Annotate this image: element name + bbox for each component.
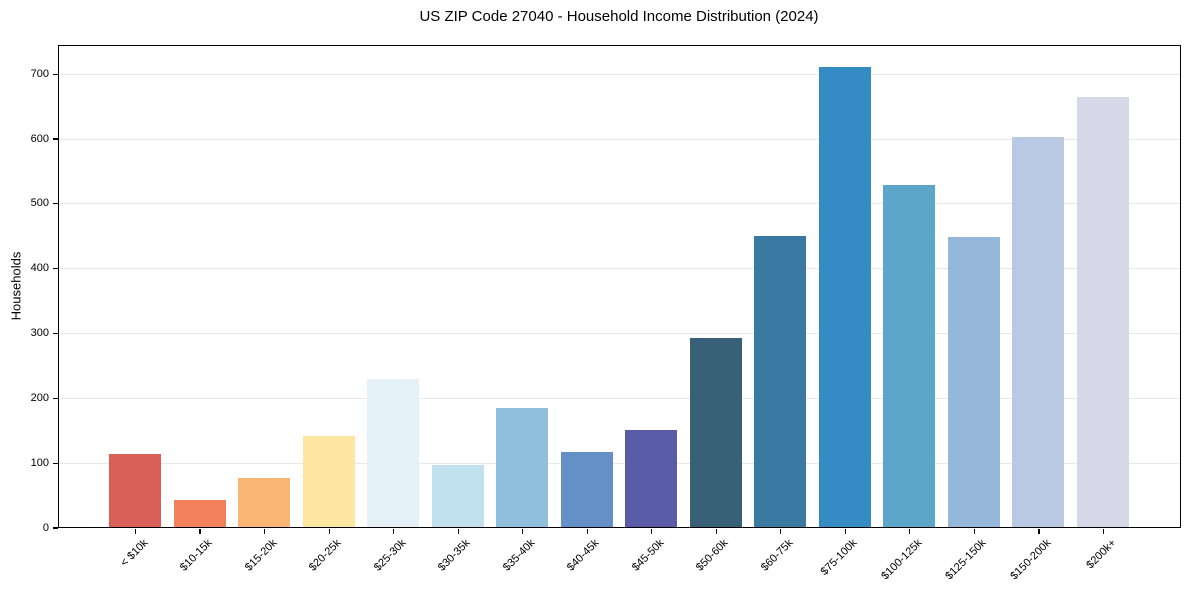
bar-75-100k bbox=[818, 66, 871, 527]
bar-20-25k bbox=[302, 435, 355, 527]
y-tick-label-600: 600 bbox=[30, 132, 49, 145]
x-tick-label-3: $15-20k bbox=[242, 537, 280, 574]
bar-150-200k bbox=[1012, 137, 1065, 527]
x-tick-mark-3 bbox=[263, 529, 266, 534]
x-tick-label-11: $60-75k bbox=[758, 537, 796, 574]
bar-15-20k bbox=[238, 477, 291, 527]
x-tick-mark-14 bbox=[973, 529, 976, 534]
bar-10-15k bbox=[173, 499, 226, 527]
y-tick-mark-700 bbox=[53, 73, 58, 75]
bar-10k bbox=[109, 454, 161, 527]
y-tick-label-300: 300 bbox=[30, 327, 49, 339]
x-tick-label-5: $25-30k bbox=[371, 537, 409, 574]
x-tick-mark-6 bbox=[457, 529, 459, 534]
x-tick-mark-15 bbox=[1038, 529, 1040, 534]
x-tick-label-15: $150-200k bbox=[1008, 537, 1054, 583]
y-tick-label-700: 700 bbox=[30, 67, 49, 80]
bar-100-125k bbox=[883, 185, 936, 527]
bar-30-35k bbox=[431, 465, 484, 527]
x-tick-label-9: $45-50k bbox=[629, 537, 667, 574]
y-tick-mark-600 bbox=[53, 138, 58, 140]
y-tick-label-0: 0 bbox=[42, 521, 49, 534]
x-tick-mark-4 bbox=[328, 529, 330, 534]
gridline-y-500 bbox=[59, 203, 1180, 205]
y-tick-mark-200 bbox=[53, 397, 58, 399]
gridline-y-300 bbox=[59, 333, 1180, 334]
chart-title: US ZIP Code 27040 - Household Income Dis… bbox=[419, 8, 819, 25]
x-tick-label-8: $40-45k bbox=[565, 537, 602, 574]
x-tick-mark-7 bbox=[522, 529, 524, 534]
bar-45-50k bbox=[625, 430, 678, 527]
gridline-y-600 bbox=[59, 138, 1180, 140]
y-tick-mark-400 bbox=[53, 268, 58, 270]
x-tick-mark-5 bbox=[393, 529, 395, 534]
y-tick-mark-0 bbox=[53, 527, 58, 529]
gridline-y-200 bbox=[59, 397, 1180, 399]
bar-200k bbox=[1077, 96, 1129, 527]
x-tick-label-7: $35-40k bbox=[500, 537, 538, 574]
y-tick-label-400: 400 bbox=[30, 262, 49, 275]
x-tick-mark-11 bbox=[780, 529, 782, 534]
x-tick-label-4: $20-25k bbox=[306, 537, 344, 574]
x-tick-mark-9 bbox=[651, 529, 653, 534]
x-tick-label-12: $75-100k bbox=[818, 537, 860, 578]
gridline-y-100 bbox=[59, 462, 1180, 464]
y-tick-mark-100 bbox=[53, 462, 58, 464]
y-tick-mark-300 bbox=[53, 332, 58, 335]
x-tick-label-13: $100-125k bbox=[879, 537, 925, 583]
plot-area bbox=[58, 45, 1181, 528]
x-tick-label-14: $125-150k bbox=[943, 537, 989, 583]
bar-25-30k bbox=[367, 378, 420, 527]
x-tick-mark-2 bbox=[199, 529, 201, 534]
x-tick-mark-10 bbox=[715, 529, 717, 534]
x-tick-mark-8 bbox=[586, 529, 588, 534]
bar-40-45k bbox=[560, 452, 613, 527]
x-tick-mark-13 bbox=[909, 529, 911, 534]
x-tick-mark-12 bbox=[844, 529, 846, 534]
y-tick-label-200: 200 bbox=[30, 391, 49, 404]
x-tick-mark-16 bbox=[1102, 529, 1105, 534]
gridline-y-400 bbox=[59, 268, 1180, 270]
bar-60-75k bbox=[754, 235, 807, 527]
x-tick-label-1: < $10k bbox=[117, 537, 150, 570]
y-tick-label-100: 100 bbox=[30, 456, 49, 469]
bar-50-60k bbox=[689, 338, 742, 527]
y-tick-mark-500 bbox=[53, 203, 58, 205]
x-tick-label-2: $10-15k bbox=[177, 537, 215, 574]
bar-125-150k bbox=[947, 237, 1000, 527]
gridline-y-700 bbox=[59, 73, 1180, 75]
x-tick-label-10: $50-60k bbox=[694, 537, 731, 574]
x-tick-label-16: $200k+ bbox=[1083, 537, 1118, 572]
x-tick-label-6: $30-35k bbox=[436, 537, 473, 574]
bar-35-40k bbox=[496, 408, 549, 527]
y-tick-label-500: 500 bbox=[30, 197, 49, 210]
x-tick-mark-1 bbox=[134, 529, 137, 534]
